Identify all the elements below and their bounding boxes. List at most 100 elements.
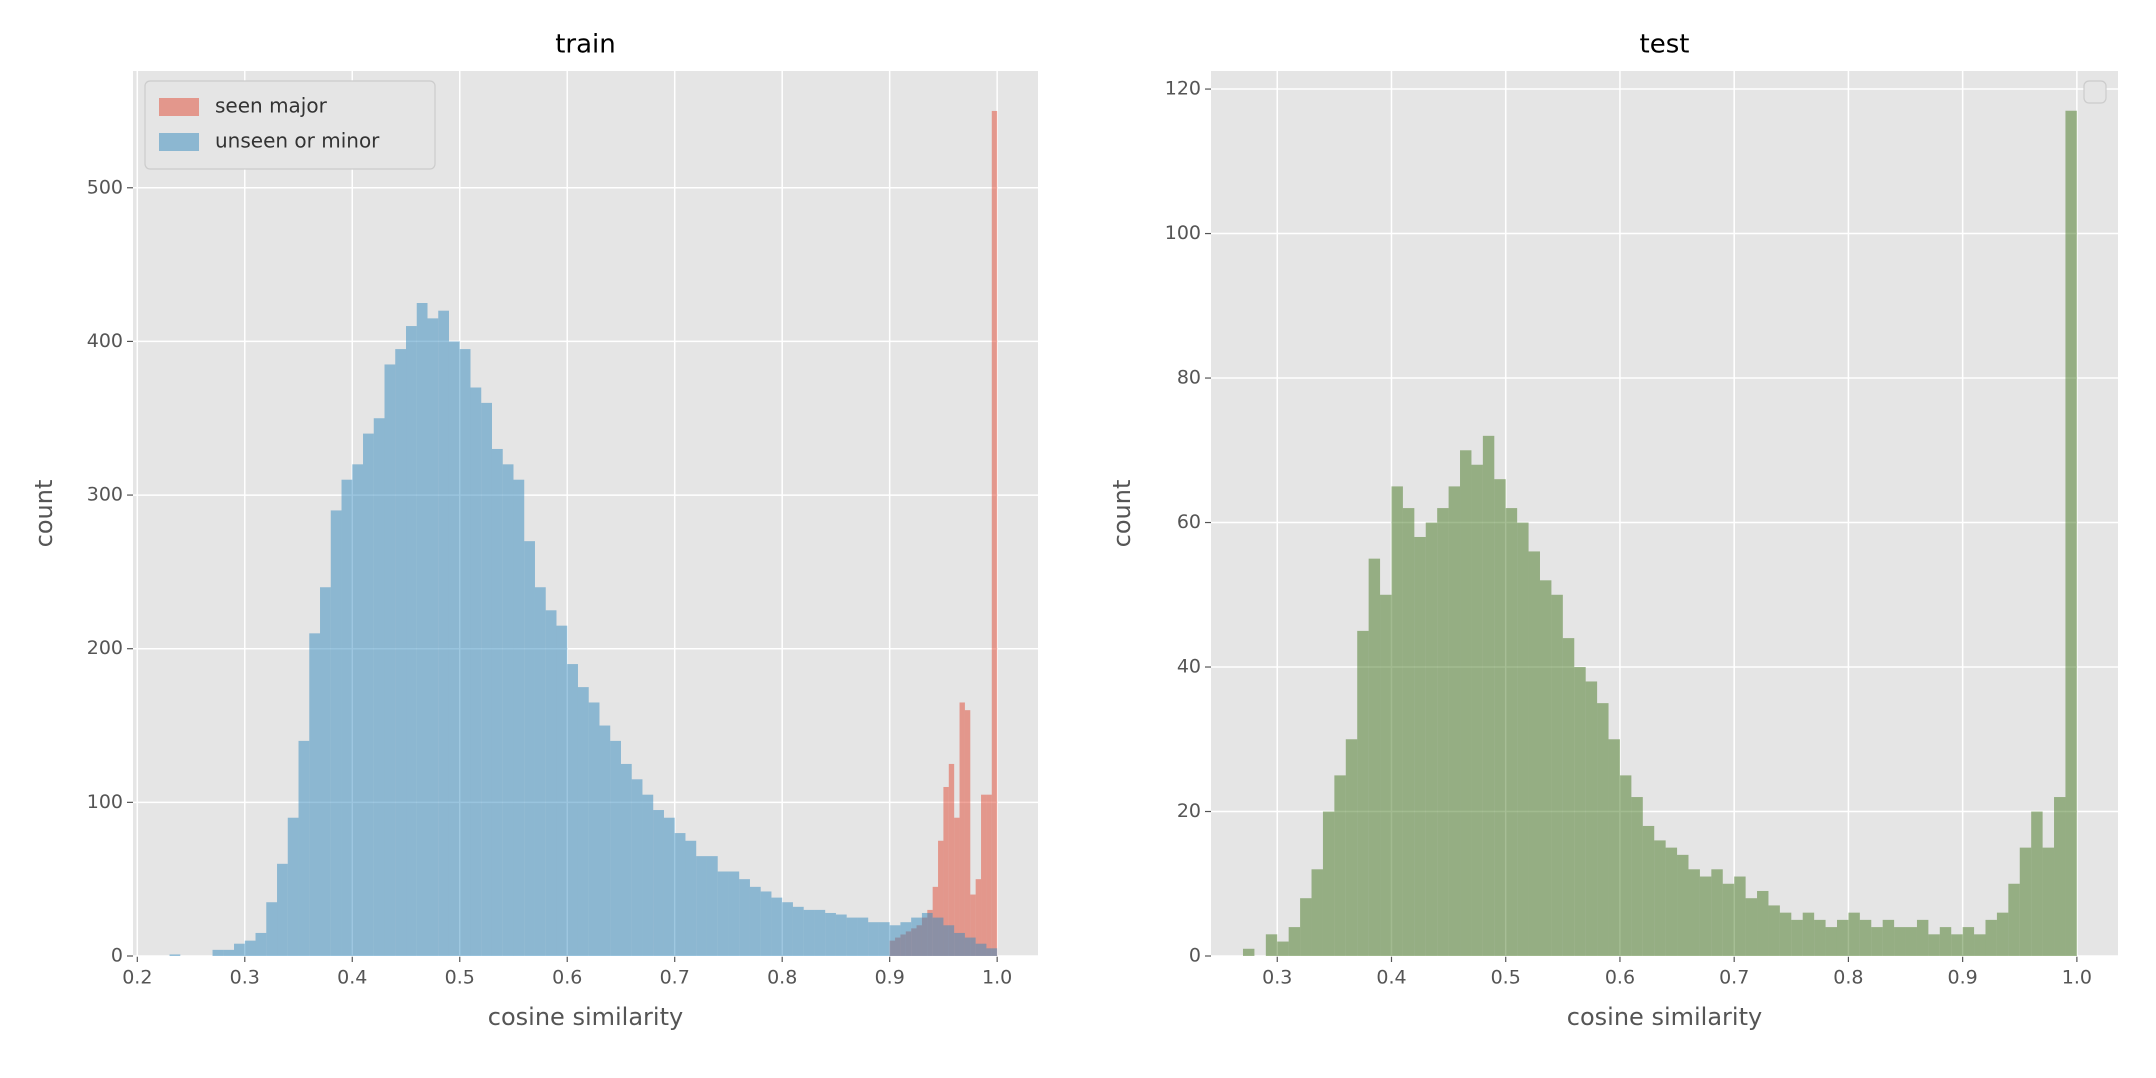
y-axis-label: count — [1108, 480, 1136, 548]
legend-label: seen major — [215, 94, 328, 118]
histogram-bar — [1494, 479, 1506, 956]
legend-box — [144, 80, 436, 170]
histogram-bar — [448, 341, 460, 957]
histogram-bar — [717, 871, 729, 956]
histogram-bar — [739, 879, 750, 956]
histogram-bar — [685, 840, 697, 956]
histogram-bar — [1951, 934, 1963, 956]
histogram-bar — [1551, 594, 1563, 956]
x-tick-label: 0.7 — [1719, 967, 1749, 989]
histogram-bar — [1745, 898, 1758, 956]
histogram-bar — [825, 912, 836, 956]
histogram-bar — [1677, 854, 1689, 956]
histogram-bar — [1288, 927, 1301, 956]
histogram-bar — [792, 906, 804, 956]
histogram-bar — [1882, 919, 1895, 956]
y-tick-label: 60 — [1177, 511, 1201, 533]
histogram-bar — [1402, 508, 1415, 956]
histogram-bar — [631, 779, 643, 956]
x-tick-label: 0.8 — [1833, 967, 1863, 989]
histogram-bar — [975, 943, 987, 956]
x-tick-label: 0.3 — [1262, 967, 1292, 989]
x-axis-label: cosine similarity — [1567, 1003, 1762, 1031]
histogram-bar — [674, 833, 686, 956]
chart-title: train — [555, 30, 616, 60]
histogram-bar — [363, 433, 374, 957]
histogram-bar — [1985, 919, 1997, 956]
x-tick-label: 0.2 — [122, 967, 152, 989]
histogram-bar — [663, 817, 675, 956]
histogram-bar — [352, 464, 364, 956]
histogram-bar — [1768, 905, 1780, 956]
histogram-bar — [943, 925, 955, 956]
histogram-bar — [1425, 522, 1438, 956]
y-tick-label: 80 — [1177, 367, 1201, 389]
histogram-bar — [1311, 869, 1323, 956]
histogram-bar — [964, 937, 976, 956]
histogram-bar — [878, 922, 890, 956]
histogram-bar — [948, 763, 955, 956]
histogram-bar — [2031, 811, 2043, 956]
histogram-bar — [266, 902, 278, 956]
histogram-bar — [438, 310, 449, 956]
histogram-bar — [1414, 536, 1426, 956]
histogram-bar — [932, 917, 944, 956]
histogram-bar — [835, 914, 847, 956]
histogram-bar — [1802, 912, 1815, 956]
histogram-bar — [1597, 703, 1609, 956]
histogram-bar — [642, 794, 654, 956]
x-tick-label: 1.0 — [2062, 967, 2092, 989]
legend-swatch — [159, 133, 199, 151]
histogram-bar — [1916, 919, 1929, 956]
x-tick-label: 0.4 — [1376, 967, 1406, 989]
histogram-bar — [234, 943, 245, 956]
histogram-bar — [341, 479, 353, 956]
histogram-bar — [502, 464, 514, 956]
histogram-bar — [2065, 110, 2077, 957]
histogram-bar — [943, 786, 949, 956]
histogram-bar — [1391, 486, 1403, 956]
histogram-bar — [1619, 775, 1632, 956]
histogram-bar — [981, 794, 987, 956]
histogram-bar — [545, 610, 557, 956]
histogram-bar — [1962, 927, 1975, 956]
histogram-bar — [1928, 934, 1940, 956]
histogram-bar — [1437, 508, 1449, 956]
histogram-bar — [287, 817, 299, 956]
histogram-bar — [1517, 522, 1529, 956]
histogram-bar — [1585, 681, 1598, 956]
histogram-bar — [964, 710, 971, 956]
histogram-bar — [1277, 941, 1289, 956]
histogram-bar — [2008, 883, 2020, 956]
histogram-bar — [491, 448, 503, 956]
histogram-bar — [1894, 927, 1906, 956]
x-axis-label: cosine similarity — [488, 1003, 683, 1031]
histogram-bar — [986, 948, 998, 956]
y-tick-label: 500 — [87, 176, 123, 198]
histogram-bar — [277, 863, 288, 956]
y-tick-label: 40 — [1177, 656, 1201, 678]
histogram-bar — [373, 418, 385, 956]
histogram-bar — [384, 364, 396, 957]
histogram-bar — [1734, 876, 1746, 956]
y-tick-label: 0 — [111, 945, 123, 967]
y-tick-label: 200 — [87, 637, 123, 659]
x-tick-label: 0.8 — [767, 967, 797, 989]
histogram-bar — [427, 318, 439, 957]
histogram-bar — [588, 702, 600, 956]
histogram-bar — [1642, 825, 1655, 956]
y-axis-label: count — [30, 480, 58, 548]
histogram-bar — [1757, 890, 1769, 956]
histogram-bar — [255, 932, 267, 956]
histogram-bar — [760, 891, 772, 956]
histogram-bar — [2054, 797, 2066, 956]
histogram-bar — [2019, 847, 2032, 956]
histogram-bar — [298, 740, 310, 956]
histogram-bar — [1471, 464, 1483, 956]
histogram-bar — [244, 940, 256, 956]
x-tick-label: 0.9 — [1948, 967, 1978, 989]
histogram-bar — [1825, 927, 1837, 956]
histogram-bar — [620, 763, 632, 956]
